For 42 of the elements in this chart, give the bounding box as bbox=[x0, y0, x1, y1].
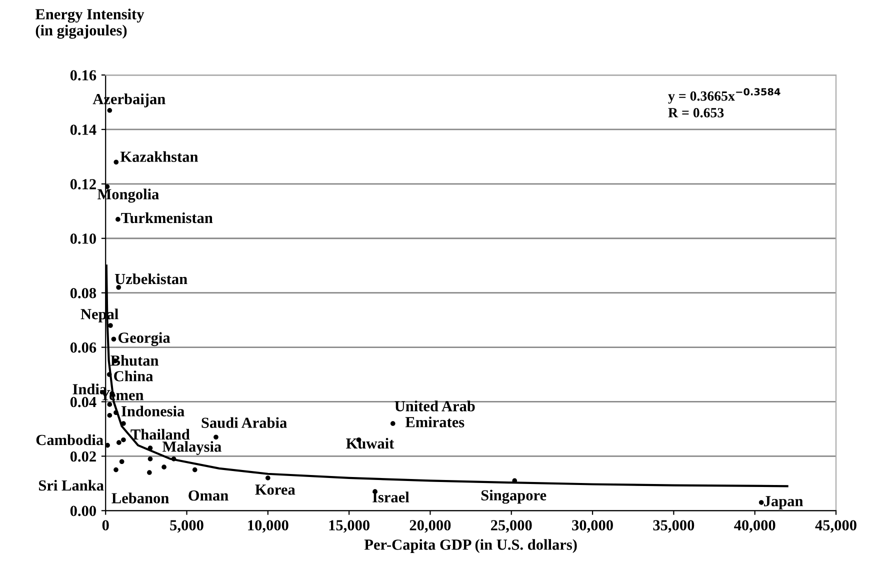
annotation: Saudi Arabia bbox=[202, 417, 287, 428]
annotation: Lebanon bbox=[112, 492, 169, 504]
annotation: China bbox=[114, 370, 154, 382]
x-tick-label: 40,000 bbox=[734, 520, 776, 533]
x-tick-label: 0 bbox=[102, 520, 109, 530]
y-tick-label: 0.00 bbox=[70, 506, 96, 516]
annotation: Israel bbox=[372, 492, 410, 502]
y-tick-label: 0.12 bbox=[70, 179, 96, 190]
x-tick-label: 5,000 bbox=[170, 520, 204, 533]
annotation: Cambodia bbox=[36, 434, 104, 446]
annotation: Turkmenistan bbox=[121, 212, 213, 224]
x-tick-label: 10,000 bbox=[248, 520, 288, 533]
x-tick-label: 15,000 bbox=[329, 520, 370, 533]
y-tick-label: 0.16 bbox=[70, 70, 96, 81]
y-tick-label: 0.14 bbox=[70, 124, 96, 135]
x-tick-label: 20,000 bbox=[410, 520, 451, 533]
annotation: Kazakhstan bbox=[120, 151, 198, 162]
annotation: Bhutan bbox=[110, 354, 159, 366]
x-tick-label: 35,000 bbox=[653, 520, 694, 533]
annotation: Indonesia bbox=[122, 406, 184, 416]
annotation: Thailand bbox=[130, 428, 190, 440]
annotation: Singapore bbox=[481, 490, 546, 504]
annotation: Japan bbox=[764, 496, 804, 510]
annotation: Oman bbox=[188, 490, 228, 501]
x-tick-label: 45,000 bbox=[815, 520, 856, 533]
y-tick-label: 0.08 bbox=[70, 288, 96, 298]
annotation: Georgia bbox=[118, 332, 170, 346]
y-tick-label: 0.02 bbox=[70, 451, 96, 462]
x-tick-label: 25,000 bbox=[491, 520, 532, 533]
y-tick-label: 0.04 bbox=[70, 396, 96, 408]
annotation: Malaysia bbox=[162, 441, 222, 455]
annotation: Kuwait bbox=[346, 438, 394, 449]
annotation: Korea bbox=[255, 484, 296, 495]
text: y = 0.3665x$^{−0.3584}$ R = 0.653 bbox=[668, 88, 780, 118]
annotation: Sri Lanka bbox=[39, 480, 104, 491]
y-tick-label: 0.10 bbox=[70, 234, 96, 244]
annotation: Uzbekistan bbox=[114, 273, 188, 284]
x-tick-label: 30,000 bbox=[572, 520, 613, 533]
x-axis-title: Per-Capita GDP (in U.S. dollars) bbox=[364, 539, 577, 553]
annotation: United Arab Emirates bbox=[394, 400, 475, 428]
y-tick-label: 0.06 bbox=[70, 342, 96, 353]
y-axis-title: Energy Intensity (in gigajoules) bbox=[35, 8, 144, 39]
